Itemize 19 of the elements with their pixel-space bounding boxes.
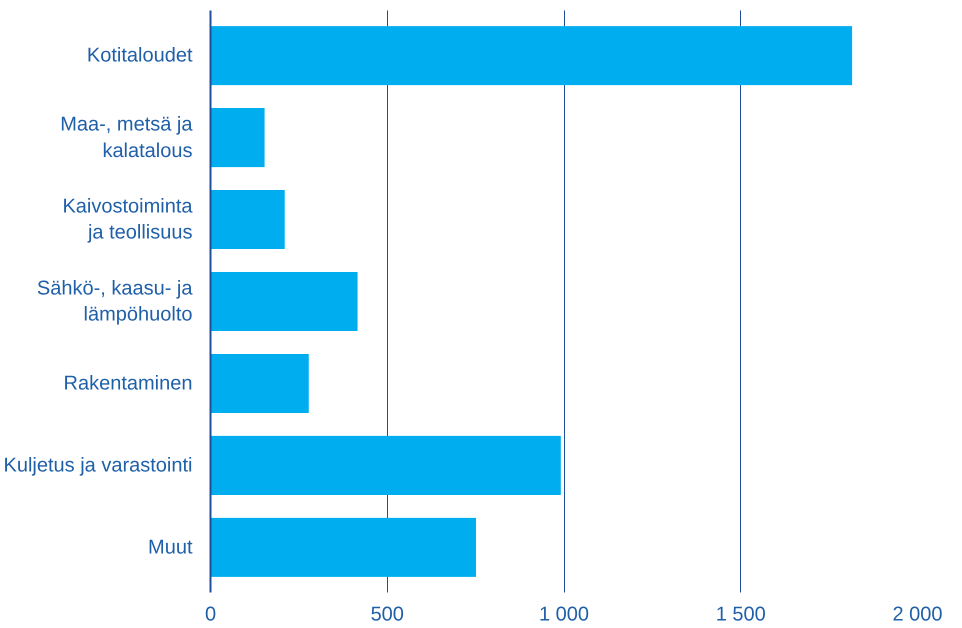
- bar: [210, 190, 285, 250]
- bar: [210, 436, 561, 495]
- y-tick-label: Sähkö-, kaasu- ja lämpöhuolto: [36, 277, 194, 326]
- bar: [210, 272, 358, 332]
- x-tick-label: 1 500: [716, 604, 766, 626]
- y-tick-label: Rakentaminen: [64, 372, 193, 394]
- x-tick-label: 2 000: [892, 604, 943, 626]
- y-tick-label: Kotitaloudet: [86, 44, 193, 67]
- x-tick-label: 1 000: [538, 604, 590, 626]
- y-tick-label: Maa-, metsä ja kalatalous: [60, 113, 194, 162]
- bar: [210, 26, 852, 86]
- x-tick-label: 0: [204, 604, 216, 626]
- bar: [210, 354, 309, 413]
- y-tick-label: Kaivostoiminta ja teollisuus: [62, 195, 194, 244]
- bar: [210, 518, 476, 577]
- y-tick-label: Kuljetus ja varastointi: [4, 454, 192, 476]
- y-tick-label: Muut: [148, 536, 193, 558]
- bar: [210, 108, 265, 168]
- x-tick-label: 500: [370, 604, 404, 626]
